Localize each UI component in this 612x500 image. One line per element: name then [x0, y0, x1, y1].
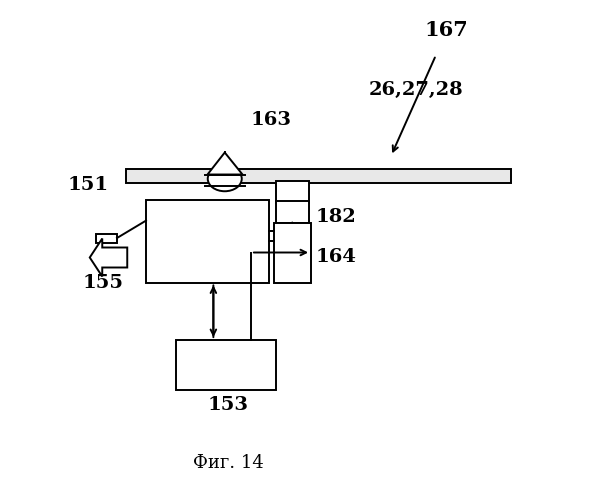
Bar	[276, 182, 308, 203]
Bar	[274, 222, 311, 282]
Bar	[176, 340, 276, 390]
Bar	[126, 168, 511, 182]
Bar	[146, 200, 269, 282]
Bar	[276, 202, 308, 222]
Text: 155: 155	[83, 274, 124, 291]
Text: 26,27,28: 26,27,28	[368, 81, 463, 99]
Text: 182: 182	[316, 208, 357, 226]
Polygon shape	[207, 152, 242, 174]
Text: 153: 153	[208, 396, 249, 414]
Text: 151: 151	[68, 176, 109, 194]
Text: 164: 164	[316, 248, 357, 266]
Ellipse shape	[207, 166, 242, 191]
Text: 163: 163	[250, 111, 291, 129]
Text: 167: 167	[424, 20, 468, 40]
Bar	[96, 234, 117, 242]
Text: Фиг. 14: Фиг. 14	[193, 454, 264, 471]
Polygon shape	[90, 238, 127, 277]
